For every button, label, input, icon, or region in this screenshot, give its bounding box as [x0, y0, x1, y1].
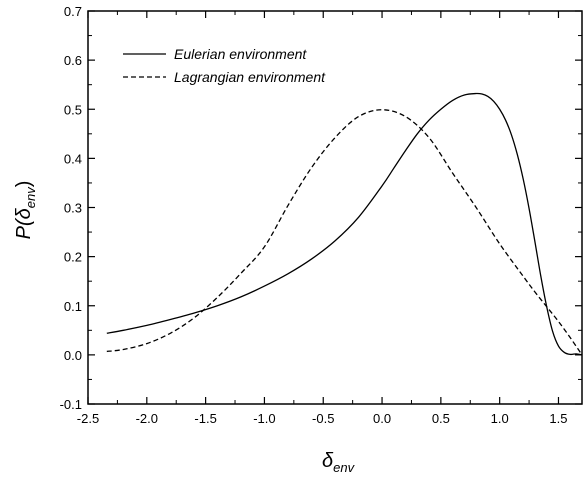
x-tick-label: 1.5	[549, 411, 567, 426]
legend-label-lagrangian: Lagrangian environment	[174, 69, 326, 85]
axis-ticks	[87, 10, 582, 405]
y-tick-label: 0.4	[64, 151, 82, 166]
x-tick-label: -1.0	[253, 411, 275, 426]
plot-frame	[87, 10, 583, 405]
y-tick-label: 0.2	[64, 250, 82, 265]
x-tick-label: 0.5	[432, 411, 450, 426]
y-tick-label: 0.1	[64, 299, 82, 314]
tick-labels: -2.5 -2.0 -1.5 -1.0 -0.5 0.0 0.5 1.0 1.5 -0.1 0.0 0…	[60, 4, 568, 426]
x-axis-title: δenv	[322, 450, 356, 475]
y-tick-label: 0.3	[64, 201, 82, 216]
legend-label-eulerian: Eulerian environment	[174, 46, 307, 62]
x-tick-label: -1.5	[194, 411, 216, 426]
y-axis-symbol: δ	[13, 207, 35, 219]
y-axis-title: P(δenv)	[13, 181, 38, 240]
x-axis-symbol: δ	[322, 450, 334, 472]
x-tick-label: 0.0	[373, 411, 391, 426]
series-line-eulerian	[106, 92, 583, 356]
legend: Eulerian environment Lagrangian environm…	[123, 46, 326, 85]
y-tick-label: 0.6	[64, 53, 82, 68]
series-layer	[106, 92, 583, 356]
y-tick-label: 0.5	[64, 102, 82, 117]
x-tick-label: 1.0	[491, 411, 509, 426]
y-axis-subscript: env	[23, 186, 38, 208]
y-tick-label: 0.0	[64, 348, 82, 363]
y-axis-suffix: )	[13, 181, 35, 188]
x-tick-label: -0.5	[312, 411, 334, 426]
x-tick-label: -2.5	[77, 411, 99, 426]
series-line-lagrangian	[106, 109, 583, 356]
y-axis-prefix: P(	[13, 217, 35, 239]
x-tick-label: -2.0	[136, 411, 158, 426]
x-axis-subscript: env	[333, 460, 355, 475]
y-tick-label: 0.7	[64, 4, 82, 19]
y-tick-label: -0.1	[60, 397, 82, 412]
